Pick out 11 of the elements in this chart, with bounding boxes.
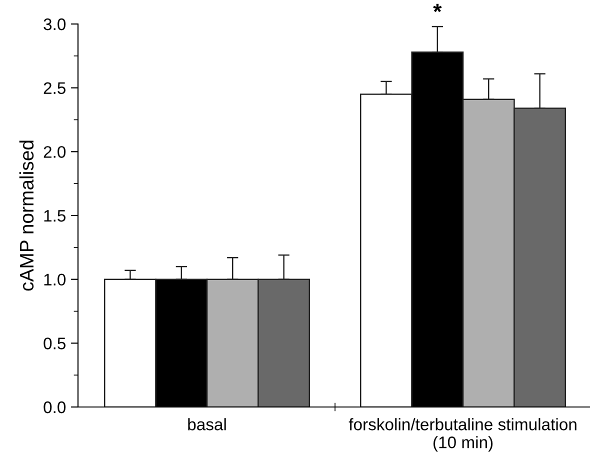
y-tick-label: 1.0 (44, 274, 66, 286)
y-tick-label: 1.5 (44, 210, 66, 222)
y-tick-label: 3.0 (44, 18, 66, 30)
x-tick-label: basal (188, 418, 226, 430)
y-axis-title: cAMP normalised (19, 140, 34, 291)
text: * (433, 4, 442, 12)
y-tick-label: 0.0 (44, 401, 66, 414)
y-tick-label: 0.5 (44, 338, 66, 350)
x-tick-label: forskolin/terbutaline stimulation (10 min) (348, 418, 576, 452)
y-tick-label: 2.5 (44, 82, 66, 94)
y-tick-label: 2.0 (44, 146, 66, 158)
